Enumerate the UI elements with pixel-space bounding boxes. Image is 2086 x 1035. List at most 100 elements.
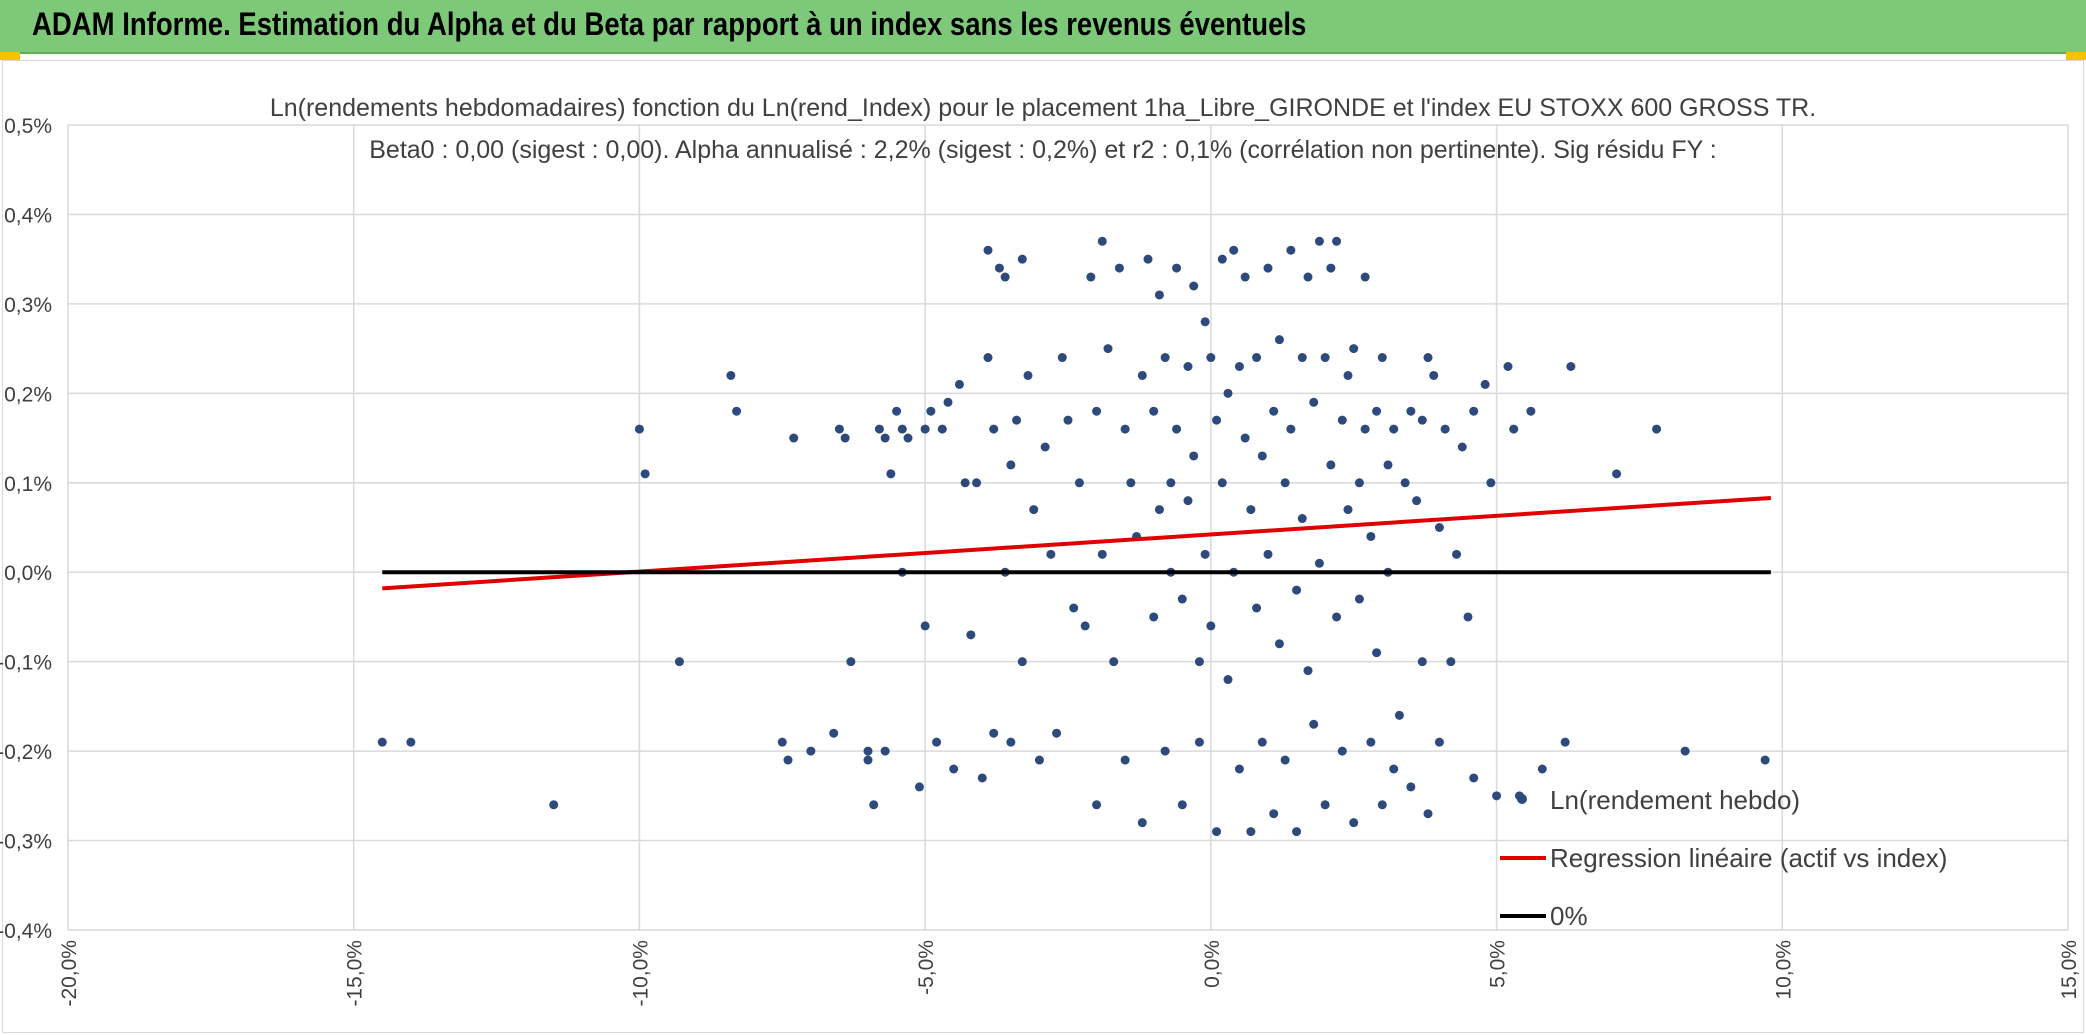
scatter-point <box>1560 737 1570 747</box>
y-tick-label: 0,3% <box>4 294 52 317</box>
scatter-point <box>1274 639 1284 649</box>
scatter-point <box>1183 362 1193 371</box>
scatter-point <box>1177 594 1187 604</box>
scatter-point <box>1154 290 1164 300</box>
scatter-point <box>1172 263 1182 273</box>
scatter-point <box>1177 800 1187 810</box>
scatter-point <box>1183 496 1193 506</box>
scatter-point <box>1366 531 1376 541</box>
scatter-point <box>1343 505 1353 515</box>
scatter-point <box>1349 344 1359 354</box>
scatter-point <box>1612 469 1622 479</box>
scatter-point <box>1097 549 1107 559</box>
scatter-point <box>1246 827 1256 837</box>
scatter-point <box>1292 585 1302 595</box>
scatter-point <box>1292 827 1302 837</box>
scatter-point <box>1212 415 1222 425</box>
scatter-point <box>1137 818 1147 828</box>
scatter-point <box>1240 433 1250 443</box>
scatter-point <box>1029 505 1039 515</box>
scatter-point <box>1137 370 1147 380</box>
scatter-point <box>1000 272 1010 282</box>
scatter-point <box>806 746 816 756</box>
scatter-point <box>977 773 987 783</box>
scatter-point <box>1343 370 1353 380</box>
scatter-point <box>932 737 942 747</box>
scatter-point <box>1417 657 1427 667</box>
scatter-point <box>1234 362 1244 371</box>
scatter-point <box>994 263 1004 273</box>
scatter-point <box>1440 424 1450 434</box>
y-tick-label: -0,4% <box>0 920 52 943</box>
scatter-point <box>1463 612 1473 622</box>
scatter-point <box>869 800 879 810</box>
scatter-point <box>1263 263 1273 273</box>
scatter-point <box>1280 755 1290 765</box>
legend-label: Regression linéaire (actif vs index) <box>1550 843 1947 873</box>
scatter-point <box>1126 478 1136 488</box>
scatter-point <box>1326 460 1336 470</box>
y-tick-label: 0,5% <box>4 115 52 138</box>
scatter-point <box>1194 657 1204 667</box>
report-title: ADAM Informe. Estimation du Alpha et du … <box>32 6 1307 42</box>
scatter-point <box>1469 773 1479 783</box>
legend-marker-scatter <box>1517 794 1527 804</box>
scatter-point <box>1252 603 1262 613</box>
scatter-point <box>920 621 930 631</box>
scatter-point <box>1326 263 1336 273</box>
scatter-point <box>1377 800 1387 810</box>
scatter-point <box>1366 737 1376 747</box>
x-tick-label: -15,0% <box>344 940 367 1007</box>
scatter-point <box>1257 737 1267 747</box>
scatter-point <box>1274 335 1284 345</box>
scatter-point <box>1189 451 1199 461</box>
scatter-point <box>943 397 953 407</box>
scatter-point <box>1354 478 1364 488</box>
scatter-point <box>1377 353 1387 363</box>
scatter-point <box>777 737 787 747</box>
scatter-point <box>926 406 936 416</box>
scatter-point <box>1303 272 1313 282</box>
scatter-point <box>1246 505 1256 515</box>
scatter-point <box>1566 362 1576 371</box>
scatter-point <box>1057 353 1067 363</box>
scatter-point <box>834 424 844 434</box>
scatter-point <box>846 657 856 667</box>
scatter-point <box>1269 406 1279 416</box>
scatter-point <box>1486 478 1496 488</box>
scatter-point <box>1286 245 1296 255</box>
scatter-point <box>960 478 970 488</box>
scatter-point <box>972 478 982 488</box>
scatter-point <box>783 755 793 765</box>
regression-line <box>382 495 1771 591</box>
scatter-point <box>1069 603 1079 613</box>
scatter-point <box>1389 424 1399 434</box>
scatter-point <box>874 424 884 434</box>
scatter-point <box>1412 496 1422 506</box>
scatter-point <box>1149 612 1159 622</box>
scatter-point <box>1223 388 1233 398</box>
scatter-point <box>1349 818 1359 828</box>
scatter-point <box>1080 621 1090 631</box>
report-banner: ADAM Informe. Estimation du Alpha et du … <box>0 0 2086 54</box>
scatter-point <box>1417 415 1427 425</box>
corner-marker-left <box>0 52 20 60</box>
scatter-point <box>1086 272 1096 282</box>
scatter-point <box>1149 406 1159 416</box>
scatter-point <box>1434 523 1444 532</box>
scatter-point <box>1389 764 1399 774</box>
scatter-point <box>1537 764 1547 774</box>
x-tick-label: 5,0% <box>1487 940 1510 988</box>
scatter-point <box>1652 424 1662 434</box>
scatter-point <box>1337 746 1347 756</box>
scatter-point <box>1286 424 1296 434</box>
scatter-point <box>1034 755 1044 765</box>
scatter-point <box>1309 397 1319 407</box>
x-tick-label: -20,0% <box>58 940 81 1007</box>
scatter-point <box>1103 344 1113 354</box>
scatter-point <box>1280 478 1290 488</box>
scatter-point <box>406 737 416 747</box>
y-tick-label: 0,0% <box>4 562 52 585</box>
scatter-point <box>1303 666 1313 676</box>
scatter-point <box>1434 737 1444 747</box>
